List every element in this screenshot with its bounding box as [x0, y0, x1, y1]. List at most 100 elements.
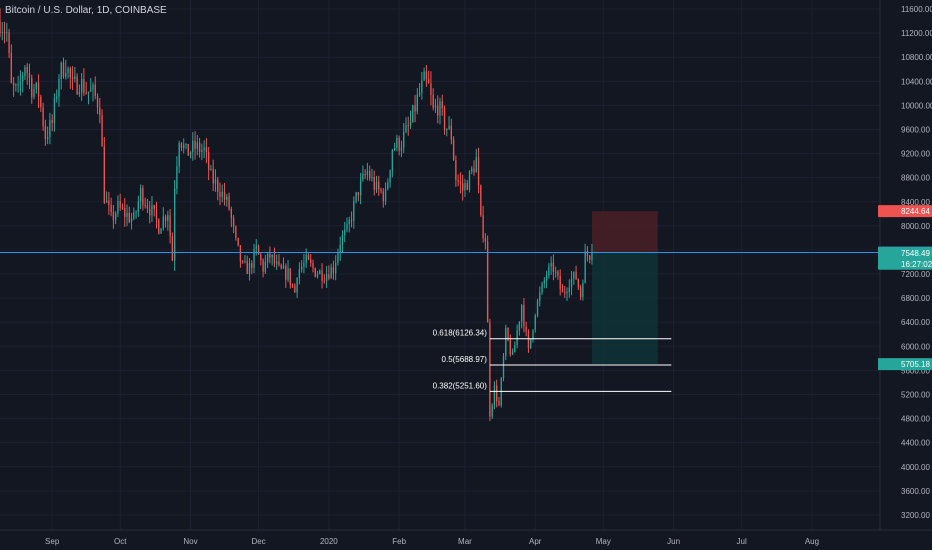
candle-up [1, 32, 3, 34]
candle-down [242, 261, 244, 263]
candle-down [232, 218, 235, 227]
candle-down [42, 107, 44, 126]
candle-up [554, 271, 557, 273]
candle-down [285, 265, 287, 280]
candle-down [425, 71, 428, 80]
candle-down [364, 173, 366, 176]
candle-up [375, 181, 378, 190]
time-tick-label: Feb [392, 537, 406, 546]
candle-down [378, 181, 380, 190]
fib-level-label: 0.382(5251.60) [433, 381, 488, 390]
candle-down [146, 205, 149, 209]
candle-up [362, 173, 364, 180]
candle-down [557, 271, 559, 276]
candle-up [56, 96, 58, 99]
candle-up [178, 143, 180, 167]
candle-up [189, 152, 192, 156]
candle-down [586, 251, 589, 256]
candle-up [468, 171, 471, 190]
candle-up [514, 345, 516, 353]
time-tick-label: Mar [458, 537, 472, 546]
candle-down [450, 125, 453, 140]
candle-down [294, 285, 296, 293]
candle-down [260, 254, 262, 261]
candle-down [205, 147, 208, 153]
price-tag-label: 8244.64 [901, 207, 930, 216]
candle-up [298, 269, 301, 278]
candle-up [403, 131, 405, 148]
candle-down [310, 259, 312, 264]
chart-title: Bitcoin / U.S. Dollar, 1D, COINBASE [5, 5, 167, 16]
candle-down [427, 79, 430, 84]
candle-down [382, 191, 384, 202]
price-axis[interactable]: 11600.00 11200.00 10800.00 10400.00 10000.00… [879, 0, 932, 550]
candle-down [459, 181, 462, 184]
candle-up [548, 266, 550, 276]
candle-down [194, 140, 196, 149]
candle-down [552, 262, 555, 273]
candle-down [589, 255, 591, 260]
candle-down [235, 226, 237, 238]
candle-up [105, 200, 108, 203]
candle-down [489, 322, 491, 417]
candle-up [33, 89, 35, 97]
candle-down [223, 191, 226, 200]
candle-up [344, 229, 346, 235]
price-tick-label: 9200.00 [901, 150, 930, 159]
time-axis[interactable]: Sep Oct Nov Dec 2020 Feb Mar Apr May Jun Jul Aug [0, 529, 932, 550]
candle-up [151, 205, 153, 216]
candle-up [303, 262, 305, 267]
candle-down [455, 160, 457, 181]
candle-down [251, 263, 253, 268]
candle-up [114, 213, 117, 221]
candle-down [257, 245, 260, 255]
candle-down [398, 137, 400, 151]
candle-down [332, 267, 335, 274]
candle-up [573, 271, 575, 279]
price-tick-label: 4400.00 [901, 439, 930, 448]
candle-down [28, 72, 31, 79]
candle-down [484, 238, 487, 242]
candle-up [464, 182, 466, 191]
candle-down [144, 204, 146, 206]
candle-up [130, 218, 133, 222]
candle-up [550, 262, 552, 267]
candle-up [80, 79, 83, 93]
price-tick-label: 7200.00 [901, 270, 930, 279]
candle-up [162, 216, 164, 229]
candle-up [126, 213, 128, 218]
candle-down [40, 96, 42, 108]
candle-up [196, 142, 198, 149]
candle-up [160, 228, 162, 234]
price-tick-label: 6400.00 [901, 318, 930, 327]
candle-down [171, 236, 174, 261]
price-tick-label: 10800.00 [901, 53, 932, 62]
candle-down [110, 205, 112, 213]
candle-down [26, 67, 28, 73]
fib-level-label: 0.618(6126.34) [433, 329, 488, 338]
candle-up [90, 89, 92, 92]
candle-up [566, 291, 568, 294]
candle-down [128, 213, 130, 222]
candle-down [124, 207, 126, 218]
candle-up [393, 147, 396, 150]
candle-up [346, 224, 348, 230]
candle-up [210, 168, 212, 170]
candle-up [49, 120, 51, 137]
candle-down [350, 219, 353, 221]
price-tick-label: 8800.00 [901, 174, 930, 183]
candle-up [434, 105, 437, 108]
candle-up [271, 254, 273, 258]
candle-up [117, 201, 119, 214]
candle-down [328, 274, 330, 279]
candle-up [412, 105, 414, 122]
candle-down [94, 84, 96, 96]
candle-up [137, 201, 140, 212]
candle-down [31, 78, 33, 97]
time-tick-label: Dec [251, 537, 265, 546]
candle-down [561, 289, 564, 293]
candle-up [439, 101, 441, 116]
candle-up [17, 84, 19, 86]
stop-loss-zone [591, 211, 658, 253]
